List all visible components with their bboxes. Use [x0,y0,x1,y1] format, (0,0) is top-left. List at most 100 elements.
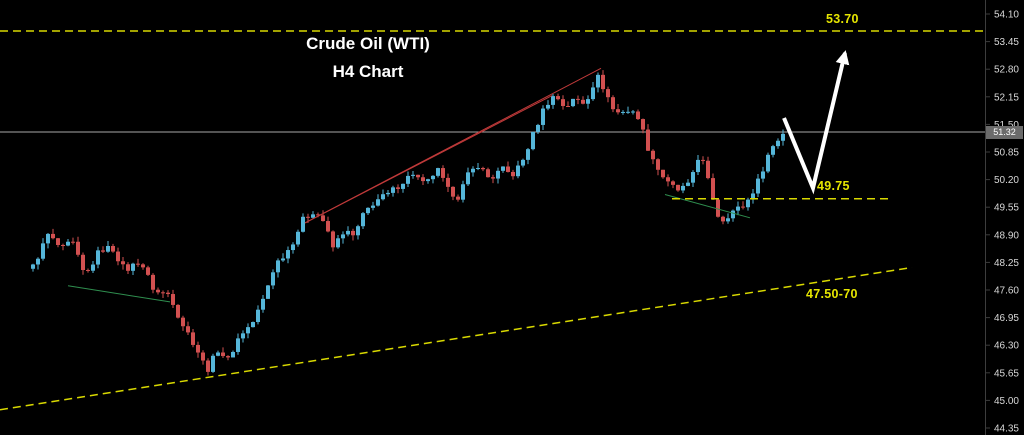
candle [441,168,445,178]
candle [601,74,605,90]
candle [321,215,325,222]
candle [561,99,565,107]
candle [621,111,625,113]
trendlines-layer [67,67,751,303]
candle [736,206,740,211]
candle [721,216,725,222]
candle [246,327,250,334]
trendline-green-left[interactable] [67,285,171,303]
candle [491,177,495,179]
candle [421,177,425,182]
candle [686,182,690,186]
candle [46,233,50,244]
candle [676,184,680,191]
current-price-badge: 51.32 [986,125,1023,139]
candle [581,99,585,104]
candle [776,140,780,147]
arrow-layer [782,50,850,195]
candle [41,243,45,259]
candle [596,74,600,88]
candle [641,119,645,130]
candle [756,178,760,194]
candle [211,355,215,372]
candle [171,294,175,305]
candle [466,172,470,185]
axis-tick-label: 52.15 [994,92,1019,103]
candle [141,264,145,268]
candle [146,267,150,275]
candle [781,133,785,141]
candle [666,177,670,182]
candle [741,206,745,208]
candle [366,207,370,214]
candle [261,298,265,310]
candle [471,168,475,173]
candle [556,96,560,100]
candle [451,186,455,197]
candle [256,309,260,323]
candle [286,250,290,259]
candle [526,149,530,160]
candle [166,292,170,295]
candle [716,199,720,217]
candle [156,289,160,293]
candle [346,230,350,235]
candle [191,332,195,345]
candle [206,360,210,372]
candle [656,159,660,170]
candle [541,108,545,125]
candle [616,109,620,113]
candle [481,167,485,170]
candle [426,179,430,182]
candle [106,246,110,252]
candle [501,166,505,171]
candle [381,194,385,200]
candle [671,181,675,185]
candle [271,272,275,286]
candle [661,169,665,178]
candle [86,270,90,272]
axis-tick-label: 48.25 [994,258,1019,269]
candle [241,333,245,339]
candle [566,106,570,108]
candle [571,98,575,107]
candle [51,233,55,239]
candle [201,352,205,361]
candle [136,263,140,265]
candle [71,241,75,243]
candle [36,258,40,265]
trendline-support[interactable] [0,266,913,411]
axis-tick-label: 51.50 [994,120,1019,131]
candle [301,216,305,232]
candle [476,167,480,169]
candle [291,244,295,251]
candle [506,166,510,172]
candle [516,165,520,177]
candle [511,171,515,177]
candle [746,199,750,208]
candle [766,154,770,172]
candle [226,356,230,358]
axis-tick-label: 45.00 [994,396,1019,407]
candle [276,260,280,273]
candle [61,244,65,246]
axis-tick-label: 44.35 [994,424,1019,435]
candle [406,175,410,184]
candle [111,246,115,252]
candle [396,187,400,189]
candle [456,196,460,200]
candle [281,258,285,261]
candle [66,241,70,246]
candle [376,199,380,206]
trendline-red-lower[interactable] [304,95,553,224]
projection-arrow[interactable] [782,50,850,195]
candle [576,98,580,100]
candle [231,351,235,358]
candle [56,238,60,245]
candle [611,97,615,110]
candle [551,96,555,105]
candle [221,352,225,357]
candle [296,231,300,245]
